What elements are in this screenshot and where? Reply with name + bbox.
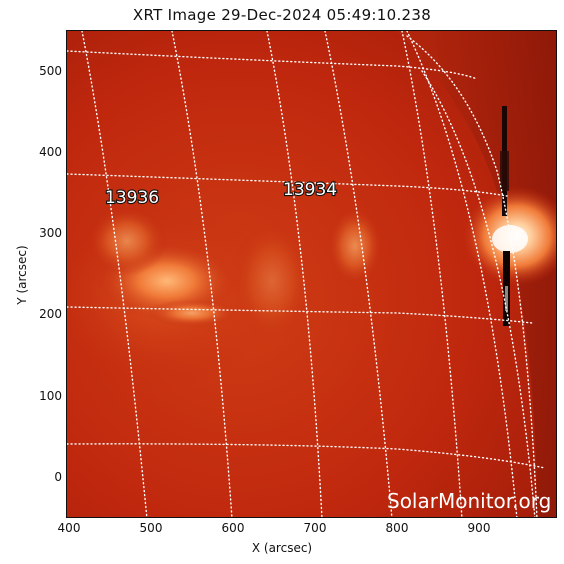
x-axis-label: X (arcsec) xyxy=(251,541,313,555)
y-tick-label: 100 xyxy=(39,389,62,403)
y-tick-label: 300 xyxy=(39,226,62,240)
active-region-13934-loops xyxy=(232,221,312,341)
off-limb-region xyxy=(397,31,556,517)
active-region-13936-loop xyxy=(87,206,167,276)
solar-image-panel: 13936 13934 SolarMonitor.org xyxy=(66,30,557,518)
active-region-13934-core xyxy=(327,206,383,286)
active-region-label-13936: 13936 xyxy=(105,188,159,208)
y-axis-label: Y (arcsec) xyxy=(15,245,29,305)
solarmonitor-watermark: SolarMonitor.org xyxy=(387,489,551,513)
latitude-line xyxy=(67,443,546,469)
longitude-line xyxy=(401,31,463,517)
active-region-13936-footpoint xyxy=(147,299,237,327)
longitude-line xyxy=(324,31,393,517)
longitude-line xyxy=(81,31,148,517)
longitude-line xyxy=(406,31,518,517)
image-title: XRT Image 29-Dec-2024 05:49:10.238 xyxy=(132,6,432,24)
x-tick-label: 400 xyxy=(57,521,81,535)
x-tick-label: 500 xyxy=(139,521,163,535)
latitude-line xyxy=(67,50,478,80)
x-tick-label: 700 xyxy=(303,521,327,535)
heliographic-grid xyxy=(67,31,546,517)
limb-bright-core xyxy=(492,225,528,253)
longitude-line xyxy=(266,31,323,517)
longitude-line xyxy=(171,31,233,517)
latitude-line xyxy=(67,306,533,324)
y-tick-label: 500 xyxy=(39,64,62,78)
y-tick-label: 200 xyxy=(39,307,62,321)
y-tick-label: 400 xyxy=(39,145,62,159)
y-tick-label: 0 xyxy=(54,470,62,484)
latitude-line xyxy=(67,173,508,197)
x-tick-label: 800 xyxy=(385,521,409,535)
solar-limb-line xyxy=(406,35,538,517)
x-tick-label: 900 xyxy=(467,521,491,535)
solar-image-canvas: 13936 13934 SolarMonitor.org xyxy=(67,31,556,517)
x-tick-label: 600 xyxy=(221,521,245,535)
longitude-line xyxy=(421,70,536,517)
active-region-label-13934: 13934 xyxy=(283,180,337,200)
